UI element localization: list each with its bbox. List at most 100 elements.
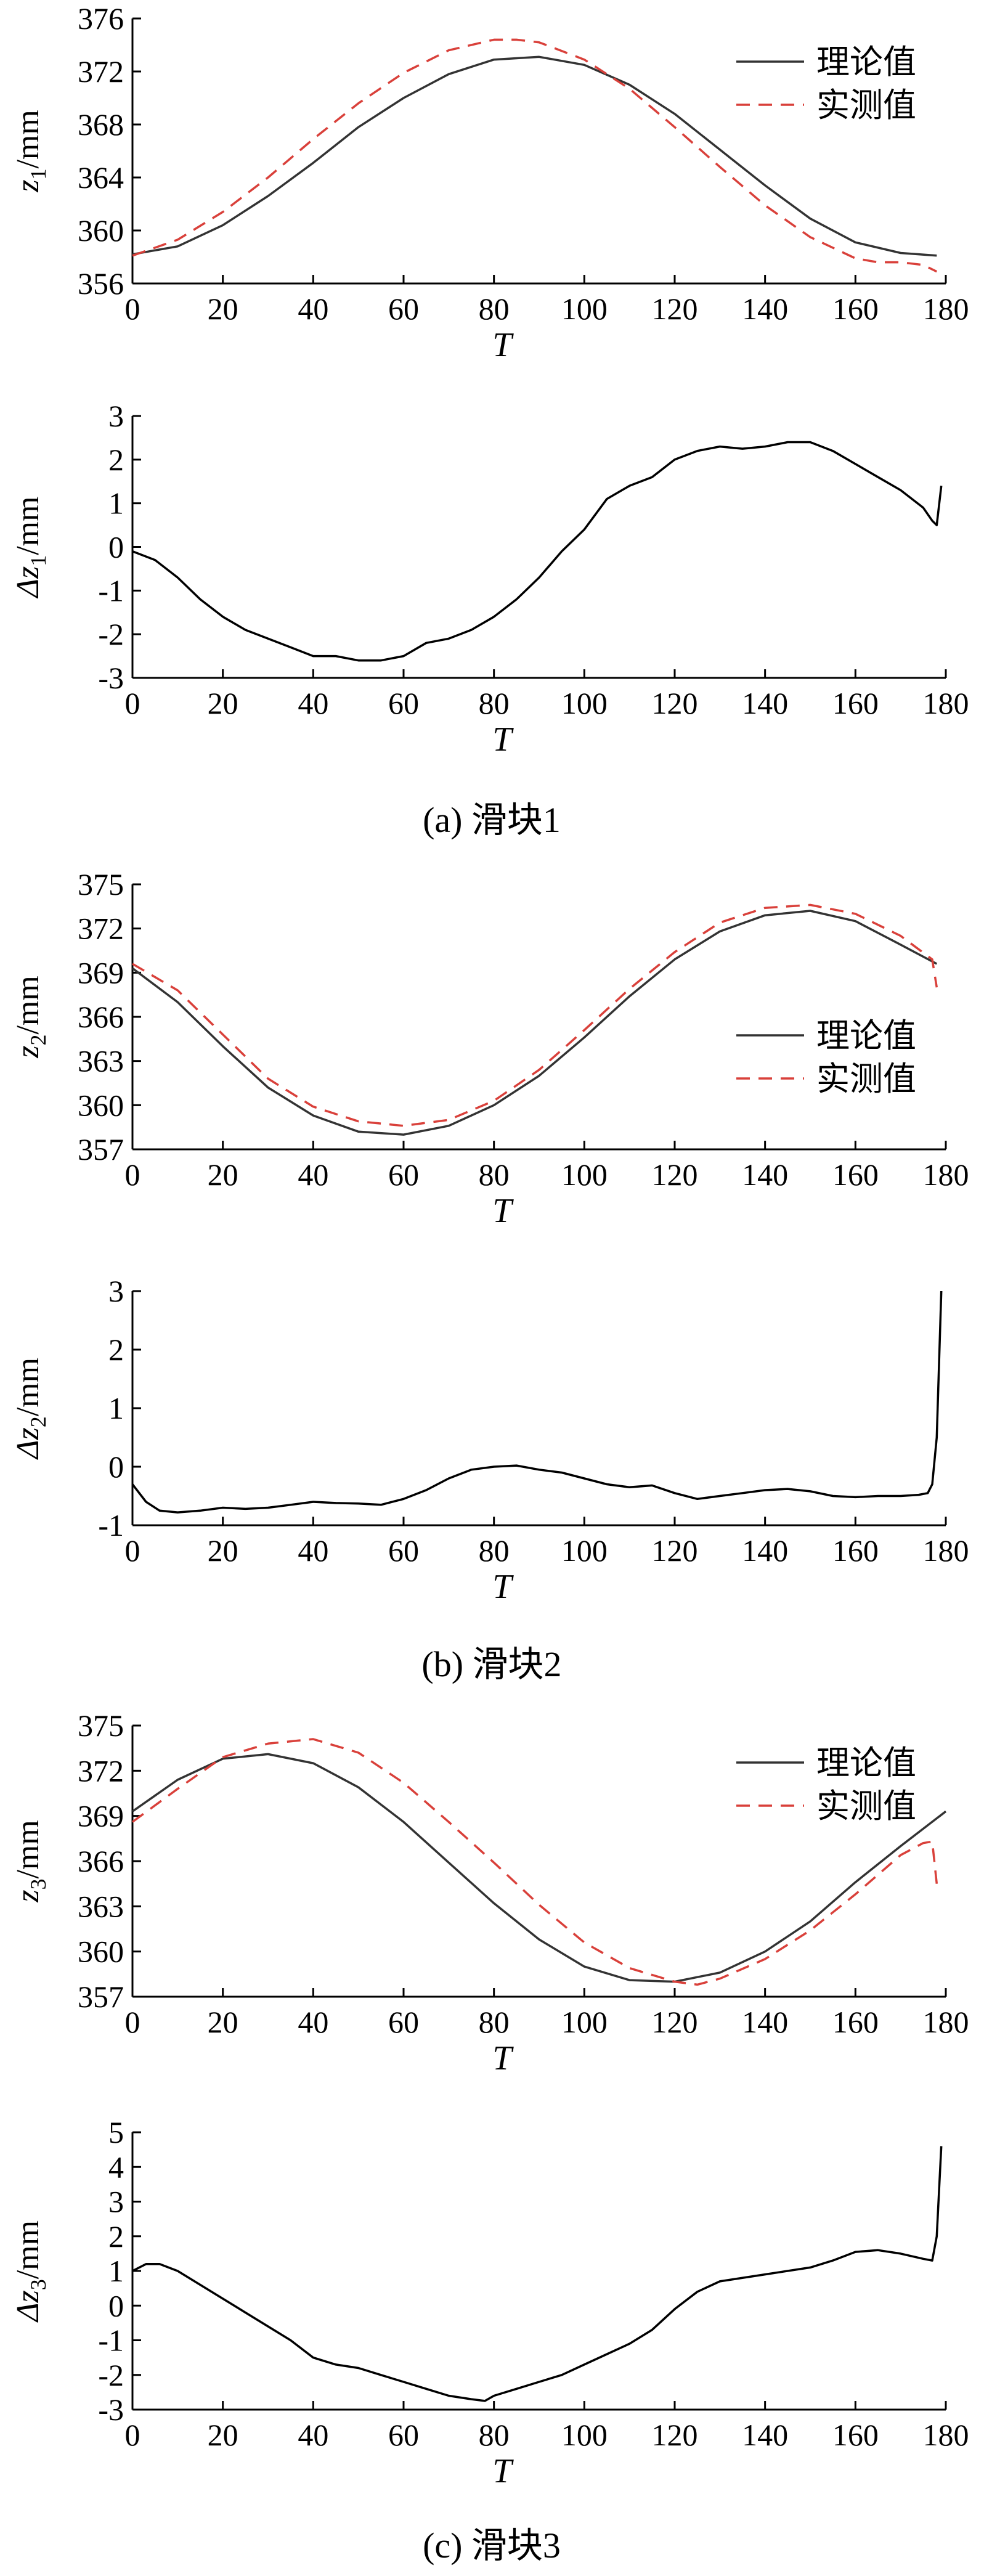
x-tick-label: 40 xyxy=(298,686,328,720)
y-tick-label: 363 xyxy=(78,1889,124,1923)
x-tick-label: 120 xyxy=(652,1157,698,1192)
x-tick-label: 20 xyxy=(208,291,238,326)
y-tick-label: 357 xyxy=(78,1979,124,2014)
y-tick-label: 360 xyxy=(78,1088,124,1122)
x-tick-label: 100 xyxy=(561,1533,608,1568)
y-tick-label: -3 xyxy=(98,661,124,695)
y-axis-title: z3/mm xyxy=(10,1820,51,1903)
legend-label: 理论值 xyxy=(816,43,916,81)
x-tick-label: 160 xyxy=(832,1157,879,1192)
x-tick-label: 100 xyxy=(561,1157,608,1192)
x-tick-label: 60 xyxy=(388,1533,419,1568)
y-tick-label: -2 xyxy=(98,2358,124,2392)
x-tick-label: 20 xyxy=(208,1157,238,1192)
x-tick-label: 40 xyxy=(298,2418,328,2452)
x-tick-label: 180 xyxy=(923,686,969,720)
x-tick-label: 20 xyxy=(208,2418,238,2452)
y-tick-label: 369 xyxy=(78,1799,124,1833)
y-axis-title: Δz3/mm xyxy=(10,2220,51,2323)
series-measured-line xyxy=(132,903,938,1127)
x-tick-label: 40 xyxy=(298,2005,328,2039)
chart-3: 0 20 40 60 80 100 120 140 160 180 357 360 363 366 369 3… xyxy=(10,867,969,1230)
y-tick-label: 3 xyxy=(108,1274,124,1308)
x-tick-label: 60 xyxy=(388,1157,419,1192)
x-tick-label: 180 xyxy=(923,2005,969,2039)
x-tick-label: 0 xyxy=(125,1533,140,1568)
y-tick-label: -2 xyxy=(98,617,124,651)
y-tick-label: 1 xyxy=(108,1391,124,1425)
y-tick-label: 376 xyxy=(78,1,124,36)
series-theory-line xyxy=(132,55,937,257)
x-tick-label: 160 xyxy=(832,1533,879,1568)
x-tick-label: 160 xyxy=(832,2418,879,2452)
x-tick-label: 80 xyxy=(479,291,510,326)
x-tick-label: 80 xyxy=(479,1533,510,1568)
y-tick-label: 0 xyxy=(108,1449,124,1484)
y-tick-label: 2 xyxy=(108,1332,124,1367)
chart-6: 0 20 40 60 80 100 120 140 160 180-3-2-1012345TΔz3… xyxy=(10,2115,969,2490)
x-tick-label: 40 xyxy=(298,291,328,326)
series-measured-line xyxy=(131,1738,938,1986)
y-tick-label: 2 xyxy=(108,442,124,477)
y-tick-label: 375 xyxy=(78,867,124,902)
y-tick-label: 1 xyxy=(108,2254,124,2288)
y-tick-label: 363 xyxy=(78,1044,124,1078)
y-axis-title: z2/mm xyxy=(10,976,51,1059)
y-axis-title: Δz1/mm xyxy=(10,496,51,598)
x-axis-title: T xyxy=(492,2452,514,2490)
x-tick-label: 0 xyxy=(125,2005,140,2039)
y-tick-label: 360 xyxy=(78,213,124,248)
y-tick-label: 369 xyxy=(78,955,124,990)
y-axis-title: z1/mm xyxy=(10,110,51,193)
x-tick-label: 100 xyxy=(561,686,608,720)
legend-label: 实测值 xyxy=(816,1059,916,1098)
x-tick-label: 0 xyxy=(125,2418,140,2452)
x-axis-title: T xyxy=(492,326,514,364)
x-axis-title: T xyxy=(492,1568,514,1606)
chart-5: 0 20 40 60 80 100 120 140 160 180 357 360 363 366 369 3… xyxy=(10,1708,969,2077)
x-tick-label: 100 xyxy=(561,291,608,326)
x-axis-title: T xyxy=(492,1192,514,1230)
x-tick-label: 80 xyxy=(479,1157,510,1192)
y-tick-label: 0 xyxy=(108,2288,124,2323)
x-tick-label: 60 xyxy=(388,2418,419,2452)
x-tick-label: 80 xyxy=(479,2005,510,2039)
series-measured-line xyxy=(132,38,938,273)
y-tick-label: 364 xyxy=(78,160,124,195)
y-tick-label: 372 xyxy=(78,911,124,946)
y-tick-label: 2 xyxy=(108,2219,124,2254)
x-axis-title: T xyxy=(492,720,514,759)
x-tick-label: 160 xyxy=(832,2005,879,2039)
x-tick-label: 180 xyxy=(923,2418,969,2452)
x-tick-label: 180 xyxy=(923,291,969,326)
y-tick-label: 4 xyxy=(108,2150,124,2184)
y-tick-label: 357 xyxy=(78,1132,124,1167)
y-tick-label: 3 xyxy=(108,399,124,433)
x-tick-label: 0 xyxy=(125,291,140,326)
x-tick-label: 80 xyxy=(479,2418,510,2452)
y-tick-label: 372 xyxy=(78,1753,124,1788)
y-tick-label: 5 xyxy=(108,2115,124,2150)
y-tick-label: 372 xyxy=(78,54,124,89)
x-tick-label: 120 xyxy=(652,2418,698,2452)
x-axis-title: T xyxy=(492,2039,514,2077)
y-tick-label: 1 xyxy=(108,486,124,521)
chart-1: 0 20 40 60 80 100 120 140 160 180 356 360 364 368 372 3… xyxy=(10,1,969,364)
legend-label: 理论值 xyxy=(816,1743,916,1782)
x-tick-label: 40 xyxy=(298,1157,328,1192)
y-tick-label: 360 xyxy=(78,1934,124,1969)
legend-label: 理论值 xyxy=(816,1016,916,1055)
x-tick-label: 80 xyxy=(479,686,510,720)
x-tick-label: 120 xyxy=(652,291,698,326)
series-theory-line xyxy=(131,1753,947,1983)
series-theory-line xyxy=(131,910,938,1136)
x-tick-label: 0 xyxy=(125,1157,140,1192)
x-tick-label: 140 xyxy=(742,2005,788,2039)
x-tick-label: 100 xyxy=(561,2005,608,2039)
legend-label: 实测值 xyxy=(816,1787,916,1825)
x-tick-label: 160 xyxy=(832,686,879,720)
y-tick-label: 3 xyxy=(108,2185,124,2219)
x-tick-label: 180 xyxy=(923,1533,969,1568)
